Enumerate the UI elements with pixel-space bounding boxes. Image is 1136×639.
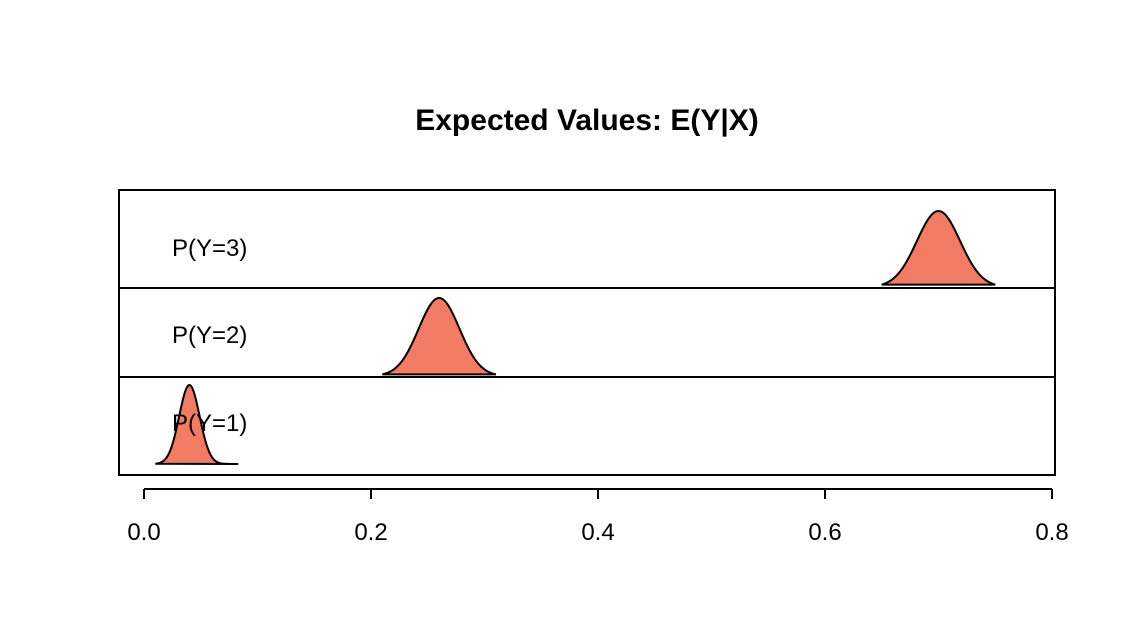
x-tick-label-4: 0.8 [1035, 519, 1068, 546]
plot-frame [118, 189, 1056, 476]
x-tick-label-3: 0.6 [808, 519, 841, 546]
x-axis: 0.0 0.2 0.4 0.6 0.8 [127, 488, 1069, 546]
x-tick-label-1: 0.2 [354, 519, 387, 546]
row-labels: P(Y=1) P(Y=2) P(Y=3) [172, 235, 247, 437]
row-label-3: P(Y=3) [172, 235, 247, 262]
row-label-2: P(Y=2) [172, 322, 247, 349]
x-tick-label-0: 0.0 [127, 519, 160, 546]
x-tick-label-2: 0.4 [581, 519, 614, 546]
density-2 [382, 296, 497, 376]
row-label-1: P(Y=1) [172, 410, 247, 437]
chart-title: Expected Values: E(Y|X) [415, 104, 759, 137]
density-1 [155, 384, 239, 465]
density-3 [881, 209, 996, 286]
density-layer [155, 209, 996, 465]
